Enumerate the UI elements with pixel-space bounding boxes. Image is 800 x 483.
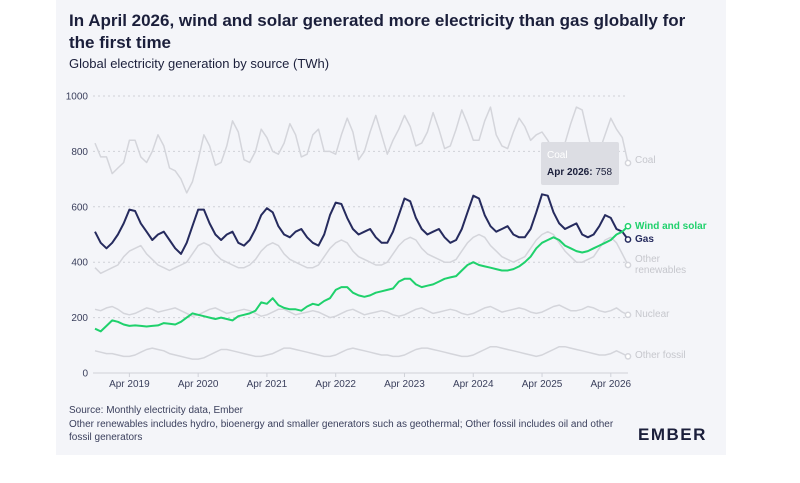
tooltip-box — [541, 142, 619, 185]
tooltip-series: Coal — [547, 150, 568, 161]
end-marker-other-fossil — [624, 353, 632, 360]
series-line-coal — [94, 106, 629, 194]
series-label-nuclear: Nuclear — [635, 309, 670, 320]
y-tick-label: 400 — [71, 258, 88, 269]
series-label-other-fossil: Other fossil — [635, 350, 686, 361]
x-tick-label: Apr 2020 — [178, 379, 219, 390]
x-tick-label: Apr 2022 — [315, 379, 356, 390]
x-tick-label: Apr 2021 — [247, 379, 288, 390]
chart-title: In April 2026, wind and solar generated … — [69, 11, 686, 52]
end-marker-wind-and-solar — [624, 222, 632, 230]
series-label-other-renewables: Other — [635, 254, 661, 265]
series-label-wind-and-solar: Wind and solar — [635, 221, 707, 232]
end-marker-other-renewables — [624, 261, 632, 269]
series-line-nuclear — [94, 304, 629, 319]
x-tick-label: Apr 2024 — [453, 379, 494, 390]
y-tick-label: 1000 — [66, 92, 89, 103]
end-marker-gas — [624, 236, 632, 243]
footnote: Other renewables includes hydro, bioener… — [69, 419, 614, 443]
tooltip-value: Apr 2026: 758 — [547, 167, 612, 178]
y-tick-label: 0 — [82, 369, 88, 380]
end-marker-nuclear — [624, 311, 632, 319]
series-line-wind-and-solar — [94, 225, 629, 333]
y-tick-label: 600 — [71, 202, 88, 213]
y-tick-label: 800 — [71, 147, 88, 158]
series-line-gas — [94, 193, 629, 255]
line-chart: 0 200 400 600 800 1000 Apr 2019 Apr 2020 Apr 202… — [66, 92, 707, 391]
x-tick-label: Apr 2025 — [522, 379, 563, 390]
x-tick-label: Apr 2019 — [109, 379, 150, 390]
chart-card — [56, 0, 726, 455]
series-label-coal: Coal — [635, 155, 656, 166]
series-line-other-renewables — [94, 230, 629, 275]
source-note: Source: Monthly electricity data, Ember — [69, 405, 243, 416]
ember-logo: EMBER — [638, 425, 707, 444]
x-tick-label: Apr 2023 — [384, 379, 425, 390]
y-tick-label: 200 — [71, 313, 88, 324]
tooltip-date: Apr 2026: — [547, 167, 595, 178]
series-label-other-renewables-2: renewables — [635, 265, 686, 276]
chart-subtitle: Global electricity generation by source … — [69, 56, 330, 71]
x-tick-label: Apr 2026 — [591, 379, 632, 390]
tooltip-number: 758 — [595, 167, 612, 178]
series-line-other-fossil — [94, 345, 629, 360]
series-label-gas: Gas — [635, 234, 654, 245]
end-marker-coal — [624, 159, 632, 167]
